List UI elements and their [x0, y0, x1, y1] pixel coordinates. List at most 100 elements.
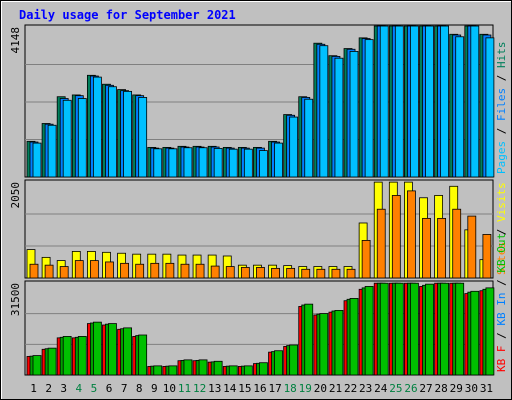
middle-bar-sites [44, 264, 54, 279]
middle-bar-sites [376, 208, 386, 279]
legend-part: KB In [495, 293, 508, 326]
legend-part: / [495, 121, 508, 141]
x-day-label: 6 [106, 382, 113, 395]
bottom-bar-kb-in [364, 286, 374, 376]
x-day-label: 8 [136, 382, 143, 395]
x-day-label: 12 [193, 382, 206, 395]
top-bar-pages [123, 90, 132, 178]
x-day-label: 27 [419, 382, 432, 395]
top-bar-pages [228, 148, 238, 178]
top-bar-pages [138, 97, 148, 178]
legend-part: Pages [495, 141, 508, 174]
bottom-bar-kb-in [213, 360, 223, 376]
legend-part: / [495, 222, 508, 242]
legend-part: Sites [495, 242, 508, 275]
bottom-bar-kb-in [274, 350, 283, 376]
top-bar-pages [153, 148, 163, 178]
bottom-bar-kb-in [410, 282, 419, 376]
bottom-bar-kb-in [243, 365, 253, 376]
middle-bar-sites [225, 266, 235, 279]
x-day-label: 19 [299, 382, 312, 395]
top-bar-pages [379, 25, 389, 178]
bottom-bar-kb-in [289, 344, 299, 376]
x-day-label: 2 [45, 382, 52, 395]
middle-bar-sites [59, 266, 69, 279]
bottom-bar-kb-in [153, 365, 163, 376]
x-day-label: 22 [344, 382, 357, 395]
x-day-label: 9 [151, 382, 158, 395]
middle-bar-sites [331, 268, 341, 279]
bottom-bar-kb-in [92, 321, 102, 376]
middle-bar-sites [437, 217, 447, 279]
top-bar-pages [364, 39, 374, 178]
legend-part: KB Out [495, 233, 508, 273]
legend-part: KB F [495, 346, 508, 373]
middle-bar-sites [74, 260, 84, 279]
x-day-label: 28 [435, 382, 448, 395]
bottom-bar-kb-in [168, 365, 178, 376]
x-day-label: 5 [91, 382, 98, 395]
middle-bar-sites [210, 265, 220, 279]
bottom-bar-kb-in [183, 359, 193, 376]
bottom-bar-kb-in [425, 283, 434, 376]
top-bar-pages [183, 147, 193, 178]
x-day-label: 20 [314, 382, 327, 395]
middle-bar-sites [256, 267, 265, 279]
middle-bar-sites [346, 268, 356, 279]
bottom-bar-kb-in [334, 310, 344, 376]
middle-bar-sites [271, 267, 280, 279]
bottom-bar-kb-in [108, 323, 117, 376]
chart-panels: 4148 Pages / Files / Hits 2050 Sites / Visi… [9, 24, 508, 376]
bottom-bar-kb-in [77, 336, 87, 376]
bottom-legend: KB F / KB In / KB Out [495, 233, 508, 372]
middle-bar-sites [422, 217, 431, 279]
middle-bar-sites [240, 267, 250, 279]
chart-title: Daily usage for September 2021 [19, 8, 236, 22]
top-bar-pages [289, 116, 299, 178]
bottom-bar-kb-in [62, 336, 72, 376]
x-day-label: 30 [465, 382, 478, 395]
top-bar-pages [32, 142, 42, 178]
middle-bar-sites [407, 190, 416, 279]
x-day-label: 23 [359, 382, 372, 395]
bottom-bar-kb-in [304, 303, 314, 376]
bottom-bar-kb-in [259, 362, 268, 376]
bottom-bar-kb-in [138, 334, 148, 376]
bottom-bar-kb-in [394, 282, 404, 376]
x-day-label: 4 [76, 382, 83, 395]
x-day-label: 13 [208, 382, 221, 395]
x-day-label: 17 [268, 382, 281, 395]
middle-bar-sites [286, 267, 296, 279]
middle-bar-sites [195, 263, 205, 279]
legend-part: / [495, 68, 508, 88]
top-panel: 4148 Pages / Files / Hits [9, 24, 508, 178]
bottom-bar-kb-in [198, 359, 208, 376]
bottom-bar-kb-in [440, 282, 450, 376]
top-bar-pages [485, 37, 495, 178]
bottom-bar-kb-in [470, 290, 480, 376]
middle-bar-sites [467, 215, 477, 279]
middle-y-tick-label: 2050 [9, 182, 22, 209]
bottom-bar-kb-in [228, 365, 238, 376]
x-day-label: 10 [163, 382, 176, 395]
bottom-bar-kb-in [485, 287, 495, 376]
top-bar-pages [319, 45, 329, 178]
bottom-bar-kb-in [379, 282, 389, 376]
x-day-label: 1 [30, 382, 37, 395]
top-bar-pages [440, 25, 450, 178]
bottom-y-tick-label: 31500 [9, 283, 22, 316]
x-day-label: 21 [329, 382, 342, 395]
middle-legend: Sites / Visits [495, 182, 508, 275]
legend-part: / [495, 326, 508, 346]
bottom-bar-kb-in [123, 327, 132, 376]
middle-bar-sites [120, 262, 129, 279]
middle-bar-sites [29, 263, 39, 279]
bottom-bar-kb-in [319, 313, 329, 376]
x-day-label: 15 [238, 382, 251, 395]
bottom-bar-kb-in [47, 347, 57, 376]
middle-bar-sites [452, 208, 462, 279]
x-day-label: 14 [223, 382, 237, 395]
top-bar-pages [425, 25, 434, 178]
top-bar-pages [198, 147, 208, 178]
